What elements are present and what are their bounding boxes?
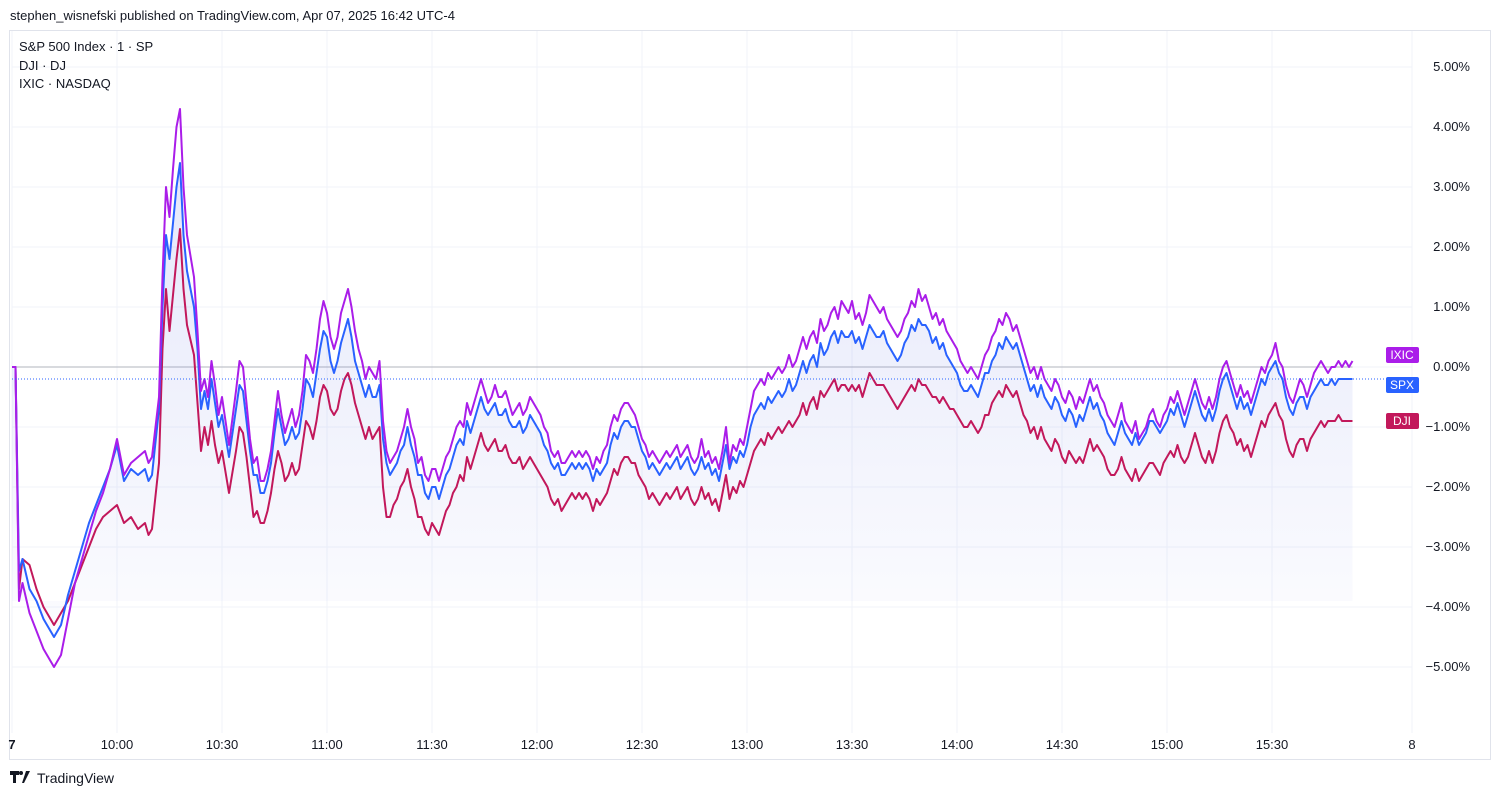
x-tick-label: 14:00 [941, 737, 974, 752]
y-tick-label: 4.00% [1433, 119, 1470, 134]
tradingview-logo-text: TradingView [37, 770, 115, 786]
y-tick-label: −5.00% [1426, 659, 1471, 674]
y-tick-label: 5.00% [1433, 59, 1470, 74]
series-line-spx [12, 162, 1353, 638]
series-line-dji [12, 228, 1353, 626]
spx-area [12, 163, 1353, 637]
x-tick-label: 8 [1408, 737, 1415, 752]
x-tick-label: 13:30 [836, 737, 869, 752]
x-tick-label: 10:30 [206, 737, 239, 752]
x-axis: 7 10:00 10:30 11:00 11:30 12:00 12:30 13:00 13:3… [8, 737, 1415, 752]
series-lines [12, 108, 1412, 668]
y-axis: 5.00% 4.00% 3.00% 2.00% 1.00% 0.00% −1.00% −2.0… [1426, 59, 1471, 674]
price-tags: IXIC SPX DJI [1386, 347, 1419, 429]
y-tick-label: 1.00% [1433, 299, 1470, 314]
price-tag-label: DJI [1393, 414, 1411, 428]
price-tag-ixic [1386, 347, 1419, 363]
x-tick-label: 15:00 [1151, 737, 1184, 752]
series-line-ixic [12, 108, 1354, 668]
tradingview-logo[interactable]: TradingView [10, 770, 114, 786]
y-tick-label: −1.00% [1426, 419, 1471, 434]
legend-item-ixic[interactable]: IXIC · NASDAQ [19, 76, 111, 91]
area-fill [12, 163, 1353, 637]
tradingview-logo-icon [10, 770, 32, 786]
y-tick-label: 3.00% [1433, 179, 1470, 194]
x-tick-label: 10:00 [101, 737, 134, 752]
publish-info: stephen_wisnefski published on TradingVi… [10, 8, 455, 23]
x-tick-label: 11:30 [416, 737, 448, 752]
x-tick-label: 13:00 [731, 737, 764, 752]
legend: S&P 500 Index · 1 · SP DJI · DJ IXIC · N… [19, 38, 153, 94]
chart-frame [9, 30, 1491, 760]
y-tick-label: 2.00% [1433, 239, 1470, 254]
x-tick-label: 15:30 [1256, 737, 1289, 752]
price-tag-label: IXIC [1390, 348, 1414, 362]
x-tick-label: 7 [8, 737, 15, 752]
price-tag-label: SPX [1390, 378, 1414, 392]
price-tag-spx [1386, 377, 1419, 393]
y-tick-label: −2.00% [1426, 479, 1471, 494]
x-tick-label: 12:30 [626, 737, 659, 752]
grid [11, 31, 1413, 733]
price-tag-dji [1386, 413, 1419, 429]
x-tick-label: 11:00 [311, 737, 343, 752]
y-tick-label: 0.00% [1433, 359, 1470, 374]
x-tick-label: 14:30 [1046, 737, 1079, 752]
x-tick-label: 12:00 [521, 737, 554, 752]
y-tick-label: −3.00% [1426, 539, 1471, 554]
y-tick-label: −4.00% [1426, 599, 1471, 614]
legend-item-dji[interactable]: DJI · DJ [19, 57, 66, 73]
legend-item-spx[interactable]: S&P 500 Index · 1 · SP [19, 39, 154, 54]
